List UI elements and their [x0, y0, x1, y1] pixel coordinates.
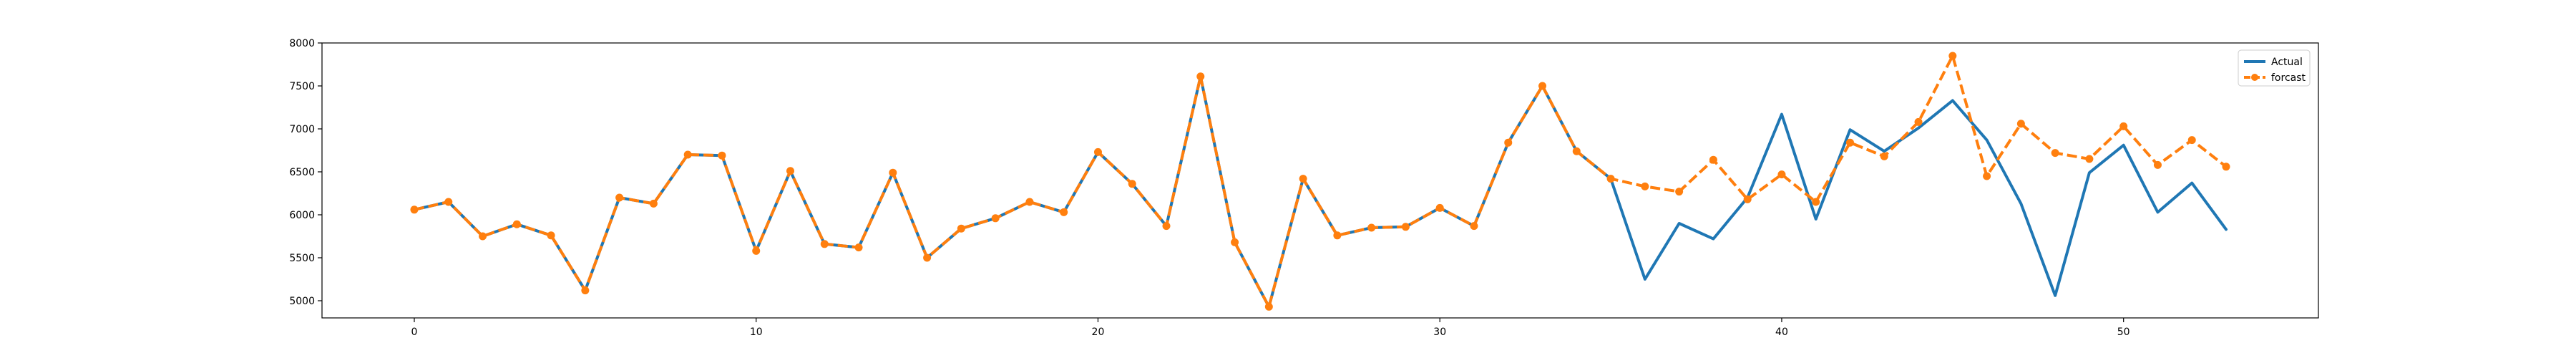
y-tick-label-2: 6000: [289, 210, 315, 221]
data-point-1-11: [786, 167, 794, 175]
data-point-1-13: [854, 243, 863, 252]
data-point-1-35: [1606, 175, 1615, 183]
data-point-1-26: [1299, 175, 1307, 183]
data-point-1-38: [1709, 155, 1717, 164]
x-tick-label-1: 10: [750, 326, 763, 338]
y-tick-label-3: 6500: [289, 167, 315, 178]
data-point-1-53: [2222, 163, 2230, 171]
data-point-1-51: [2153, 160, 2162, 169]
plot-frame: [321, 42, 2319, 319]
data-point-1-28: [1367, 223, 1376, 232]
data-point-1-23: [1196, 72, 1205, 81]
data-point-1-50: [2119, 122, 2128, 130]
data-point-1-0: [410, 205, 419, 214]
data-point-1-34: [1572, 147, 1581, 155]
data-point-1-9: [718, 151, 726, 160]
data-point-1-43: [1880, 152, 1888, 160]
data-point-1-19: [1060, 208, 1068, 216]
data-point-1-12: [820, 240, 829, 248]
data-point-1-46: [1983, 172, 1991, 180]
data-point-1-21: [1128, 180, 1136, 188]
data-point-1-25: [1264, 302, 1273, 311]
data-point-1-14: [889, 168, 897, 177]
series-line-1: [414, 54, 2228, 309]
data-point-1-17: [991, 214, 1000, 223]
data-point-1-33: [1538, 82, 1547, 90]
x-tick-label-0: 0: [411, 326, 418, 338]
data-point-1-44: [1914, 117, 1923, 126]
x-tick-label-4: 40: [1775, 326, 1788, 338]
data-point-1-15: [923, 253, 932, 262]
data-point-1-37: [1675, 188, 1684, 196]
data-point-1-24: [1231, 238, 1239, 246]
series-layer: [410, 52, 2230, 311]
data-point-1-27: [1333, 231, 1342, 240]
data-point-1-18: [1025, 198, 1034, 206]
data-point-1-41: [1812, 198, 1820, 206]
y-tick-label-0: 5000: [289, 296, 315, 307]
data-point-1-22: [1162, 222, 1171, 231]
data-point-1-3: [512, 220, 521, 228]
y-tick-label-1: 5500: [289, 253, 315, 264]
axes-layer: 0 10 20 30 40 50 5000 5500 6000 6500 7000 7500 8000: [289, 38, 2319, 338]
legend: Actual forcast: [2238, 49, 2311, 87]
data-point-1-6: [615, 193, 624, 202]
data-point-1-1: [444, 198, 453, 206]
data-point-1-40: [1777, 170, 1786, 179]
data-point-1-16: [957, 224, 965, 233]
data-point-1-4: [547, 231, 555, 240]
legend-label-0: Actual: [2271, 57, 2303, 68]
y-tick-label-4: 7000: [289, 124, 315, 135]
data-point-1-32: [1504, 138, 1513, 147]
data-point-1-52: [2187, 136, 2196, 145]
x-tick-label-3: 30: [1433, 326, 1446, 338]
y-tick-label-6: 8000: [289, 38, 315, 49]
data-point-1-2: [479, 232, 487, 241]
data-point-1-39: [1743, 195, 1752, 203]
legend-marker-1: [2251, 74, 2258, 81]
legend-label-1: forcast: [2271, 72, 2306, 84]
data-point-1-49: [2085, 155, 2094, 163]
data-point-1-42: [1846, 138, 1854, 147]
data-point-1-36: [1641, 182, 1649, 190]
x-tick-label-2: 20: [1092, 326, 1105, 338]
data-point-1-7: [649, 199, 658, 208]
data-point-1-45: [1948, 52, 1957, 60]
data-point-1-8: [683, 150, 692, 159]
y-tick-label-5: 7500: [289, 81, 315, 92]
data-point-1-29: [1401, 223, 1410, 231]
data-point-1-10: [752, 246, 761, 255]
data-point-1-5: [581, 286, 590, 295]
data-point-1-20: [1093, 147, 1102, 156]
data-point-1-48: [2051, 149, 2059, 158]
data-point-1-31: [1470, 222, 1478, 231]
x-tick-label-5: 50: [2117, 326, 2130, 338]
data-point-1-30: [1435, 203, 1444, 212]
data-point-1-47: [2016, 120, 2025, 128]
